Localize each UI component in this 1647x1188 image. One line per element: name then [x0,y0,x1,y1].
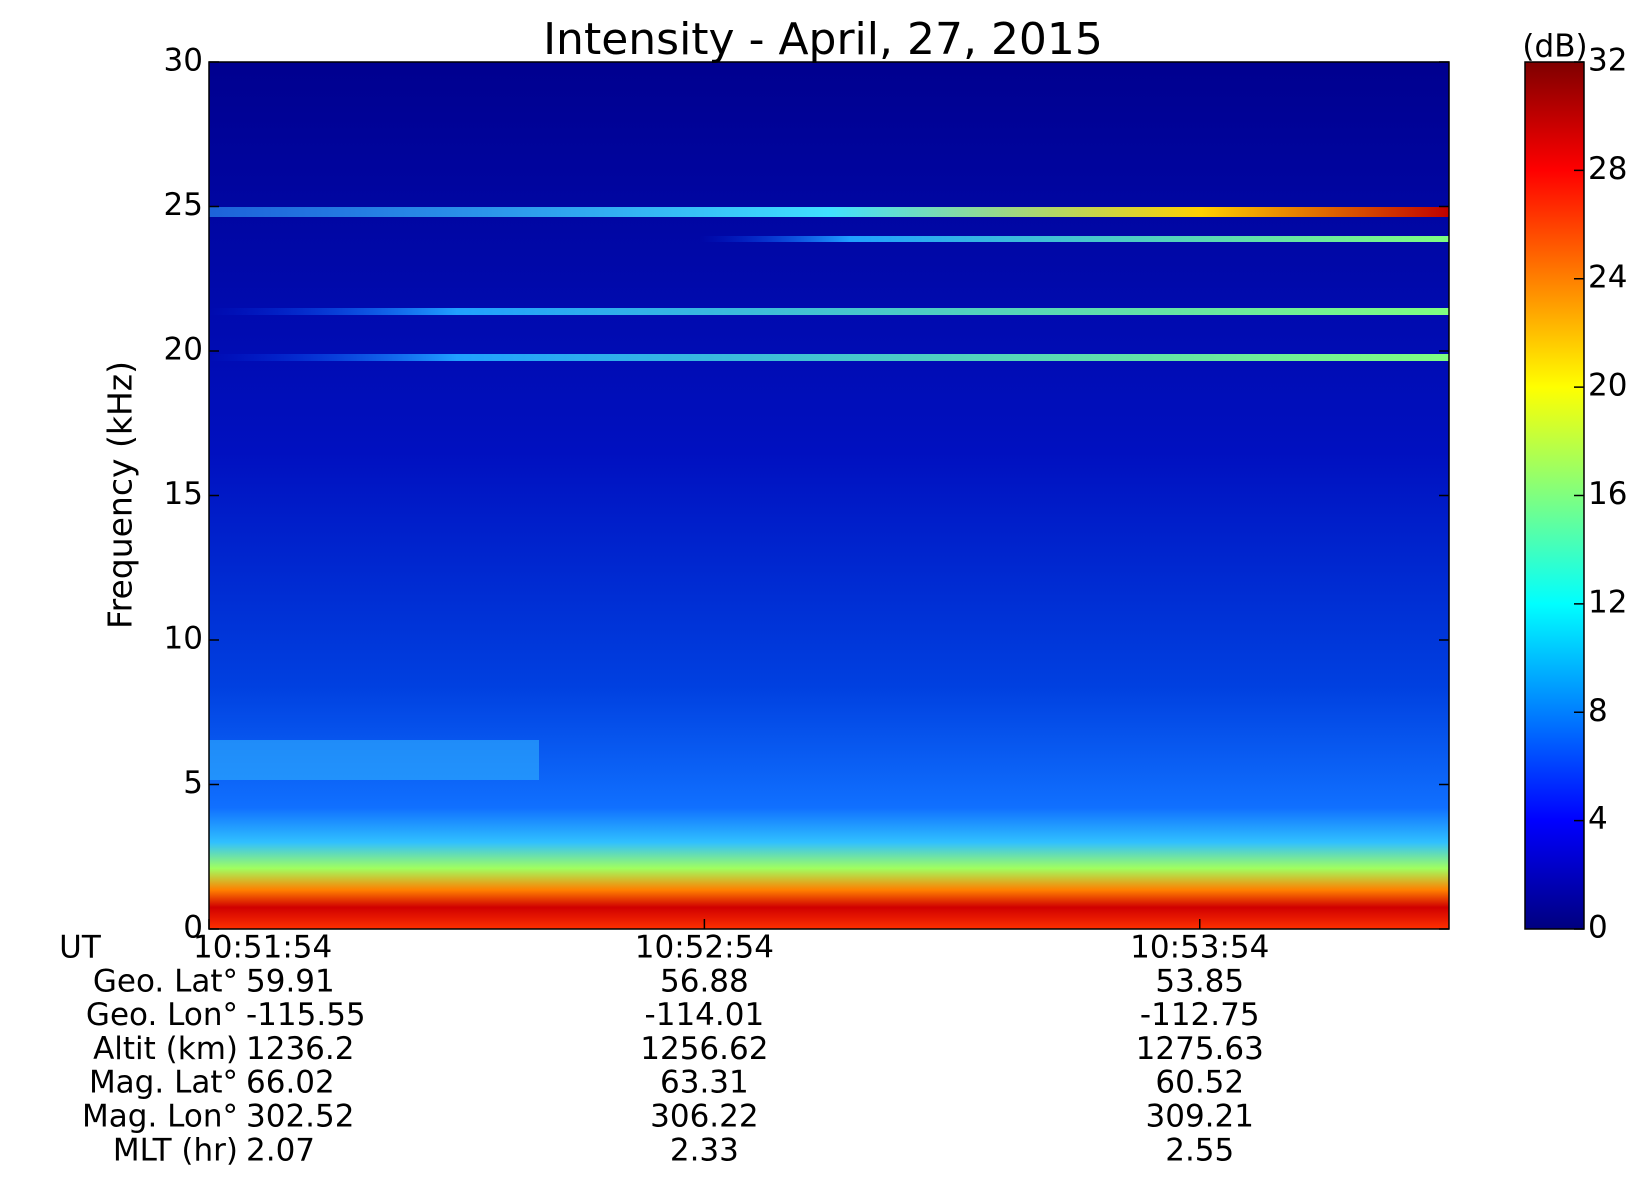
y-tick-label: 20 [164,332,203,368]
y-tick-label: 30 [164,43,203,79]
colorbar-tick-label: 8 [1588,693,1608,729]
ephemeris-value: 2.55 [1165,1132,1234,1168]
x-tick-label: 10:52:54 [635,930,774,966]
ephemeris-row-label: Mag. Lat° [89,1065,238,1101]
ephemeris-row-label: MLT (hr) [113,1132,238,1168]
ephemeris-value: 66.02 [246,1065,335,1101]
y-tick-label: 15 [164,476,203,512]
y-axis-label: Frequency (kHz) [101,361,140,629]
ephemeris-value: 1275.63 [1136,1031,1264,1067]
colorbar-tick-label: 20 [1588,368,1627,404]
ephemeris-value: 306.22 [650,1099,758,1135]
ephemeris-time-label: UT [59,930,102,966]
ephemeris-value: 1256.62 [640,1031,768,1067]
ephemeris-value: 302.52 [246,1099,354,1135]
ephemeris-value: -114.01 [645,997,765,1033]
colorbar-tick-label: 24 [1588,259,1627,295]
colorbar-tick-label: 32 [1588,43,1627,79]
ephemeris-row-label: Altit (km) [93,1031,238,1067]
spectrogram-image [209,62,1449,929]
y-tick-label: 0 [183,910,203,946]
ephemeris-value: 53.85 [1155,963,1244,999]
ephemeris-value: 309.21 [1146,1099,1254,1135]
ephemeris-value: 2.33 [670,1132,739,1168]
ephemeris-value: 59.91 [246,963,335,999]
ephemeris-value: 1236.2 [246,1031,354,1067]
emission-band [209,354,1449,361]
emission-band [209,740,539,780]
ephemeris-value: 63.31 [660,1065,749,1101]
x-tick-label: 10:51:54 [193,930,332,966]
colorbar-tick-label: 0 [1588,910,1608,946]
emission-band [209,207,1449,217]
emission-band [209,308,1449,315]
spectrogram [208,61,1450,930]
ephemeris-value: 60.52 [1155,1065,1244,1101]
x-tick-label: 10:53:54 [1130,930,1269,966]
ephemeris-row-label: Mag. Lon° [82,1099,238,1135]
y-tick-label: 5 [183,765,203,801]
ephemeris-value: -115.55 [246,997,366,1033]
y-tick-label: 25 [164,187,203,223]
ephemeris-row-label: Geo. Lon° [86,997,238,1033]
colorbar-tick-label: 4 [1588,801,1608,837]
colorbar-tick-label: 16 [1588,476,1627,512]
ephemeris-value: -112.75 [1140,997,1260,1033]
colorbar-tick-label: 28 [1588,151,1627,187]
ephemeris-value: 56.88 [660,963,749,999]
colorbar-label: (dB) [1522,29,1587,65]
ephemeris-row-label: Geo. Lat° [93,963,238,999]
y-tick-label: 10 [164,621,203,657]
ephemeris-value: 2.07 [246,1132,315,1168]
emission-band [700,236,1449,242]
colorbar-tick-label: 12 [1588,584,1627,620]
chart-title: Intensity - April, 27, 2015 [543,14,1103,65]
